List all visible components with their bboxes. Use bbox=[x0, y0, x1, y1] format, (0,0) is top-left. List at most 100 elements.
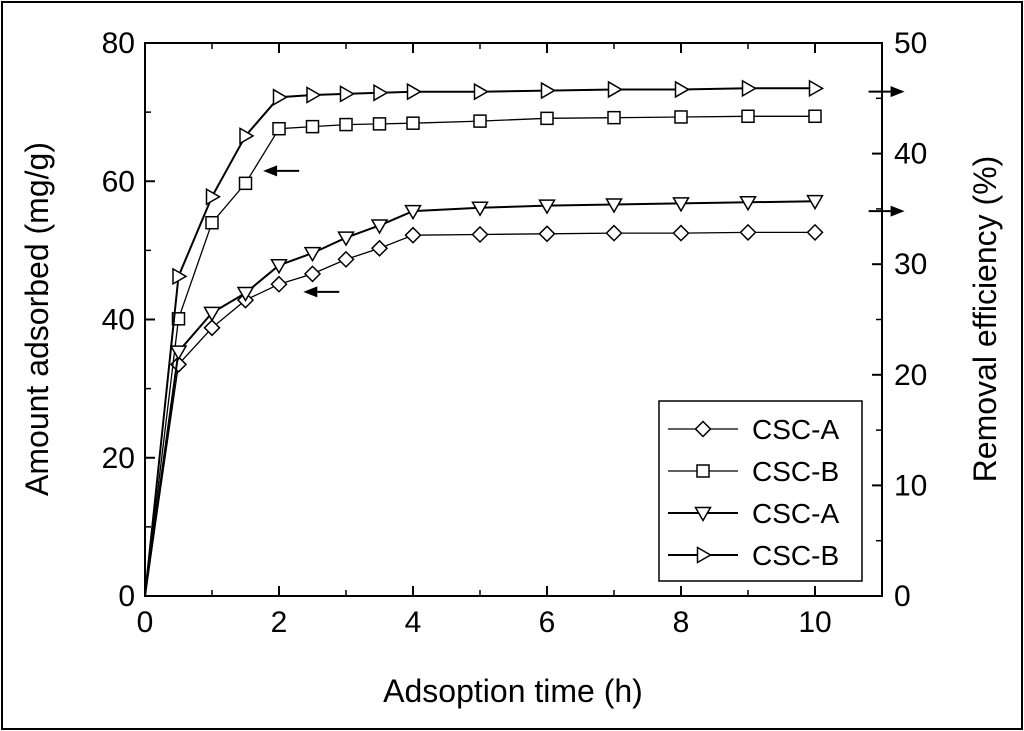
series-1-point-13 bbox=[741, 109, 755, 124]
series-0-point-5 bbox=[303, 265, 322, 283]
series-2-point-1 bbox=[169, 345, 188, 361]
series-3 bbox=[144, 79, 825, 597]
series-1-point-8 bbox=[406, 116, 420, 130]
series-1-point-2 bbox=[205, 215, 219, 230]
series-1-point-12 bbox=[674, 110, 688, 124]
left-y-tick-label-2: 40 bbox=[102, 304, 135, 337]
series-0 bbox=[144, 223, 824, 597]
arrow-head bbox=[303, 286, 318, 298]
legend-box bbox=[658, 400, 863, 582]
series-1 bbox=[144, 109, 822, 597]
legend-entry-2: CSC-A bbox=[668, 498, 839, 529]
arrow-head bbox=[263, 165, 278, 177]
series-3-point-1 bbox=[172, 267, 188, 286]
series-3-point-11 bbox=[607, 80, 624, 99]
series-3-point-9 bbox=[473, 82, 490, 101]
x-tick-label-4: 8 bbox=[673, 606, 690, 639]
series-0-point-2 bbox=[203, 319, 221, 337]
legend-label-1: CSC-B bbox=[752, 456, 839, 487]
series-layer bbox=[144, 79, 825, 597]
series-1-point-6 bbox=[339, 117, 353, 132]
arrow-head bbox=[890, 86, 905, 98]
series-3-point-14 bbox=[808, 79, 825, 98]
x-tick-label-3: 6 bbox=[539, 606, 556, 639]
right-y-tick-label-1: 10 bbox=[894, 469, 927, 502]
series-2-point-8 bbox=[404, 204, 422, 221]
series-0-point-8 bbox=[404, 226, 422, 244]
legend-marker-0 bbox=[694, 420, 712, 438]
series-2-point-6 bbox=[337, 231, 355, 247]
right-y-tick-label-2: 20 bbox=[894, 359, 927, 392]
series-3-point-13 bbox=[741, 79, 758, 98]
legend: CSC-A CSC-B CSC-A CSC-B bbox=[658, 400, 863, 582]
series-2-point-12 bbox=[672, 197, 690, 213]
series-0-point-7 bbox=[370, 239, 389, 257]
series-2-point-9 bbox=[471, 201, 489, 217]
series-1-point-14 bbox=[808, 109, 822, 124]
series-2-point-14 bbox=[806, 194, 824, 211]
annotation-arrow-0 bbox=[263, 165, 300, 177]
series-0-point-9 bbox=[471, 225, 489, 244]
series-3-point-5 bbox=[306, 86, 322, 104]
series-1-point-7 bbox=[372, 117, 387, 131]
left-y-tick-label-0: 0 bbox=[118, 580, 135, 613]
series-2-point-4 bbox=[270, 259, 288, 275]
series-3-point-10 bbox=[540, 81, 557, 100]
series-1-point-10 bbox=[540, 111, 554, 126]
legend-entry-1: CSC-B bbox=[668, 456, 839, 487]
legend-marker-1 bbox=[696, 464, 710, 478]
x-tick-label-0: 0 bbox=[137, 606, 154, 639]
series-3-point-6 bbox=[339, 85, 356, 103]
right-y-tick-label-4: 40 bbox=[894, 138, 927, 171]
series-0-point-6 bbox=[337, 250, 355, 268]
axis-layer: 0 2 4 6 8 10 0 20 40 60 80 0 10 20 30 40 50 bbox=[102, 27, 928, 639]
legend-label-0: CSC-A bbox=[752, 414, 839, 445]
legend-label-2: CSC-A bbox=[752, 498, 839, 529]
series-1-point-9 bbox=[473, 114, 487, 128]
annotation-arrow-2 bbox=[868, 86, 905, 98]
annotation-arrow-3 bbox=[868, 205, 905, 217]
series-1-point-5 bbox=[305, 119, 320, 134]
right-y-tick-label-5: 50 bbox=[894, 27, 927, 60]
series-0-point-14 bbox=[806, 223, 824, 241]
arrow-head bbox=[890, 205, 905, 217]
series-0-point-13 bbox=[739, 223, 757, 241]
right-y-tick-label-3: 30 bbox=[894, 248, 927, 281]
series-3-point-3 bbox=[239, 127, 255, 145]
series-2-point-3 bbox=[236, 286, 255, 302]
x-axis-title: Adsoption time (h) bbox=[383, 673, 643, 709]
series-2-point-11 bbox=[605, 198, 623, 214]
right-y-axis-title: Removal efficiency (%) bbox=[967, 156, 1003, 483]
series-0-point-4 bbox=[270, 275, 288, 293]
series-1-point-4 bbox=[272, 121, 286, 136]
legend-marker-3 bbox=[696, 546, 713, 564]
right-y-tick-label-0: 0 bbox=[894, 580, 911, 613]
legend-entry-0: CSC-A bbox=[668, 414, 839, 445]
series-2-point-13 bbox=[739, 196, 757, 212]
annotation-layer bbox=[263, 86, 905, 298]
series-3-point-8 bbox=[406, 82, 423, 101]
series-1-point-11 bbox=[607, 110, 621, 125]
left-y-axis-title: Amount adsorbed (mg/g) bbox=[19, 142, 55, 496]
series-2-point-10 bbox=[538, 199, 556, 215]
legend-marker-2 bbox=[694, 506, 712, 523]
x-tick-label-5: 10 bbox=[798, 606, 831, 639]
series-0-point-11 bbox=[605, 224, 623, 242]
series-3-point-4 bbox=[272, 88, 289, 106]
series-0-point-12 bbox=[672, 224, 690, 242]
x-tick-label-1: 2 bbox=[271, 606, 288, 639]
series-3-point-12 bbox=[674, 80, 691, 99]
x-tick-label-2: 4 bbox=[405, 606, 422, 639]
left-y-tick-label-4: 80 bbox=[102, 27, 135, 60]
series-1-point-1 bbox=[171, 312, 186, 326]
series-0-point-10 bbox=[538, 225, 556, 243]
series-2-point-5 bbox=[303, 246, 322, 263]
left-y-tick-label-3: 60 bbox=[102, 165, 135, 198]
legend-label-3: CSC-B bbox=[752, 540, 839, 571]
series-1-point-3 bbox=[238, 176, 253, 191]
left-y-tick-label-1: 20 bbox=[102, 442, 135, 475]
series-2 bbox=[144, 194, 824, 597]
legend-entry-3: CSC-B bbox=[668, 540, 839, 571]
